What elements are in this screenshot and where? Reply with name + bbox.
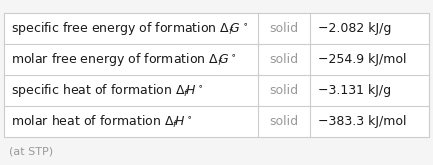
Text: −254.9 kJ/mol: −254.9 kJ/mol [318, 53, 407, 66]
Text: solid: solid [269, 53, 298, 66]
Bar [4, 13, 429, 137]
Text: −383.3 kJ/mol: −383.3 kJ/mol [318, 115, 407, 128]
Text: −3.131 kJ/g: −3.131 kJ/g [318, 84, 391, 97]
Text: solid: solid [269, 84, 298, 97]
Text: molar heat of formation $\Delta_f\!H^\circ$: molar heat of formation $\Delta_f\!H^\ci… [11, 113, 192, 130]
Text: (at STP): (at STP) [9, 147, 53, 157]
Text: −2.082 kJ/g: −2.082 kJ/g [318, 22, 391, 35]
Text: solid: solid [269, 22, 298, 35]
Text: specific heat of formation $\Delta_f\!H^\circ$: specific heat of formation $\Delta_f\!H^… [11, 82, 203, 99]
Text: specific free energy of formation $\Delta_f\!G^\circ$: specific free energy of formation $\Delt… [11, 20, 248, 37]
Text: molar free energy of formation $\Delta_f\!G^\circ$: molar free energy of formation $\Delta_f… [11, 51, 237, 68]
Text: solid: solid [269, 115, 298, 128]
